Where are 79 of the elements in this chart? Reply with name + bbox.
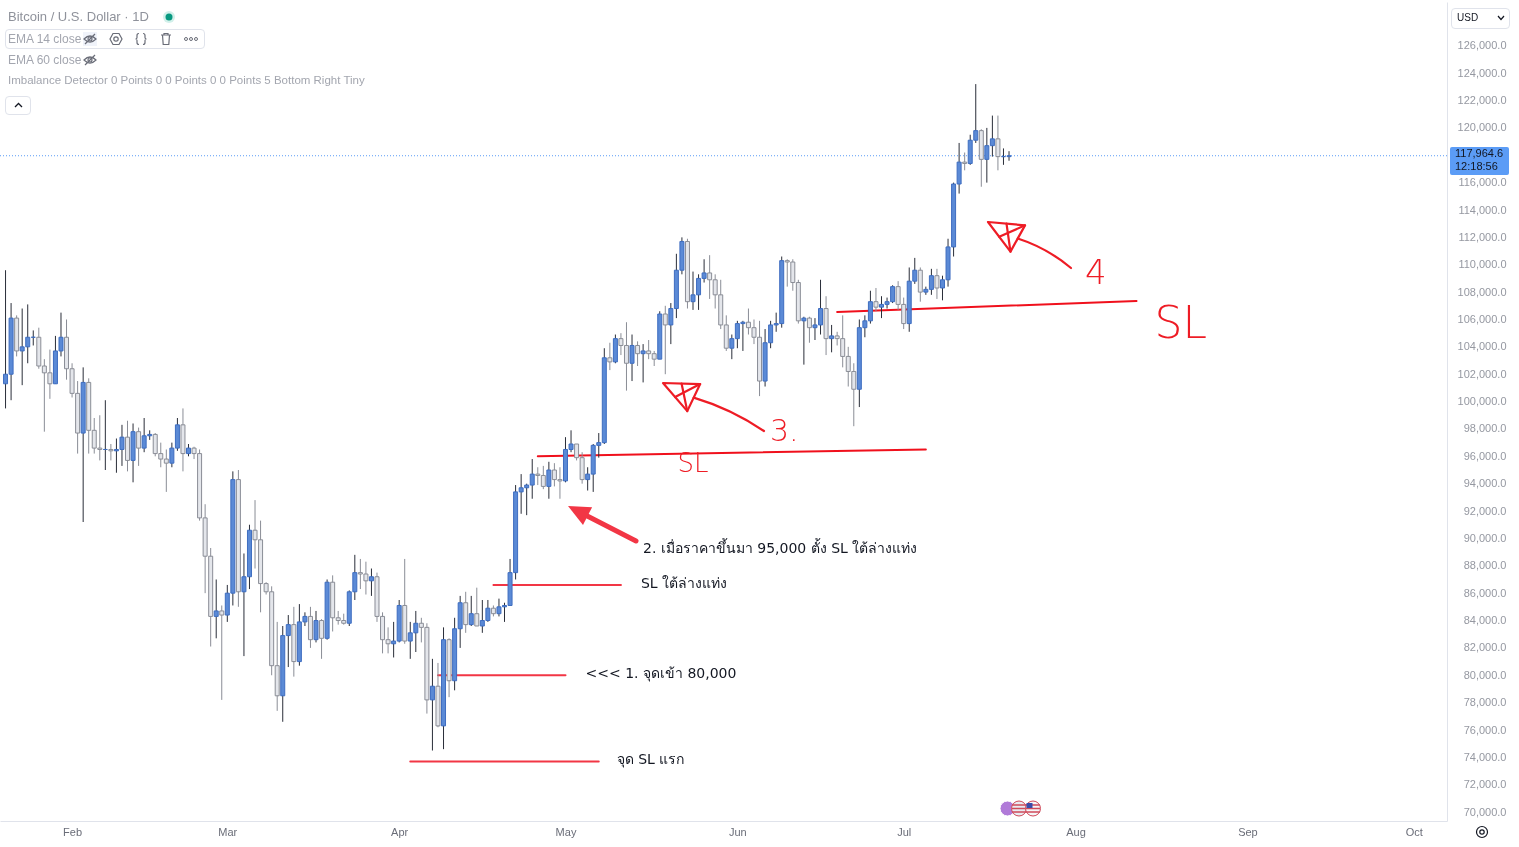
y-tick-label: 98,000.0 — [1463, 422, 1507, 435]
y-tick-label: 112,000.0 — [1458, 230, 1507, 243]
y-tick-label: 122,000.0 — [1457, 94, 1507, 107]
y-tick-label: 90,000.0 — [1463, 531, 1507, 544]
candlestick — [640, 343, 646, 383]
candlestick — [213, 578, 219, 639]
x-tick-label: Oct — [1405, 825, 1423, 838]
annotation: 4 — [1085, 252, 1107, 292]
y-tick-label: 78,000.0 — [1463, 696, 1507, 709]
y-tick-label: 80,000.0 — [1463, 668, 1507, 681]
x-tick-label: Jul — [897, 825, 912, 838]
annotation: EMA 14 close — [8, 32, 82, 46]
candlestick — [108, 443, 114, 461]
y-tick-label: 84,000.0 — [1463, 614, 1507, 627]
series-label: SL — [1154, 297, 1207, 348]
candlestick — [873, 287, 879, 312]
candlestick — [662, 305, 668, 375]
candlestick — [219, 604, 225, 701]
candlestick — [468, 595, 474, 627]
y-tick-label: 72,000.0 — [1463, 778, 1507, 791]
y-tick-label: 70,000.0 — [1463, 805, 1507, 818]
y-tick-label: 106,000.0 — [1457, 312, 1507, 325]
candlestick — [801, 316, 807, 366]
y-tick-label: 114,000.0 — [1458, 203, 1507, 216]
candlestick — [136, 427, 142, 467]
candlestick — [313, 610, 319, 643]
candlestick — [368, 568, 374, 597]
y-tick-label: 110,000.0 — [1458, 258, 1507, 271]
y-tick-label: 86,000.0 — [1463, 586, 1507, 599]
text: 12:18:56 — [1455, 160, 1498, 173]
y-tick-label: 120,000.0 — [1457, 121, 1507, 134]
text: Bitcoin / U.S. Dollar · 1D — [8, 9, 149, 24]
candlestick — [995, 115, 1001, 171]
candlestick — [319, 618, 325, 660]
y-tick-label: 92,000.0 — [1463, 504, 1507, 517]
x-tick-label: Sep — [1238, 825, 1258, 838]
annotation: 3. — [770, 413, 799, 448]
x-tick-label: Mar — [218, 825, 238, 838]
y-tick-label: 82,000.0 — [1463, 641, 1507, 654]
x-tick-label: Feb — [63, 825, 83, 838]
candlestick — [546, 461, 552, 500]
y-tick-label: 100,000.0 — [1457, 395, 1507, 408]
y-tick-label: 94,000.0 — [1463, 477, 1507, 490]
y-tick-label: 74,000.0 — [1463, 750, 1507, 763]
legend-label: SL — [677, 447, 709, 478]
candlestick — [612, 334, 618, 364]
series-label: จุด SL แรก — [616, 751, 685, 768]
candlestick — [635, 340, 641, 367]
x-tick-label: Apr — [391, 825, 409, 838]
x-tick-label: May — [555, 825, 577, 838]
y-tick-label: 124,000.0 — [1457, 66, 1507, 79]
x-tick-label: Aug — [1066, 825, 1086, 838]
candlestick — [629, 334, 635, 382]
candlestick — [307, 606, 313, 649]
x-tick-label: Jun — [728, 825, 747, 838]
y-tick-label: 102,000.0 — [1457, 367, 1507, 380]
candlestick — [125, 420, 131, 472]
y-tick-label: 76,000.0 — [1463, 723, 1507, 736]
candlestick — [829, 324, 835, 353]
candlestick — [463, 591, 469, 634]
candlestick — [474, 587, 480, 627]
text: USD — [1457, 12, 1479, 23]
candlestick — [607, 342, 613, 371]
y-tick-label: 126,000.0 — [1457, 39, 1507, 52]
y-tick-label: 88,000.0 — [1463, 559, 1507, 572]
candlestick — [429, 658, 435, 752]
series-label: SL ใต้ล่างแท่ง — [640, 574, 728, 591]
annotation: Imbalance Detector 0 Points 0 0 Points 0 0 Points 5 Bottom Right Tiny — [8, 74, 365, 87]
candlestick — [806, 316, 812, 344]
y-tick-label: 116,000.0 — [1458, 176, 1507, 189]
ref-line-label: 117,964.6 — [1455, 147, 1504, 160]
y-tick-label: 104,000.0 — [1457, 340, 1507, 353]
candlestick — [917, 266, 923, 303]
y-tick-label: 108,000.0 — [1457, 285, 1507, 298]
annotation: 2. เมื่อราคาขึ้นมา 95,000 ตั้ง SL ใต้ล่างแท่ง — [643, 540, 918, 556]
y-tick-label: 96,000.0 — [1463, 449, 1507, 462]
series-label: <<< 1. จุดเข้า 80,000 — [585, 665, 737, 682]
candlestick — [934, 268, 940, 300]
annotation: EMA 60 close — [8, 53, 82, 67]
